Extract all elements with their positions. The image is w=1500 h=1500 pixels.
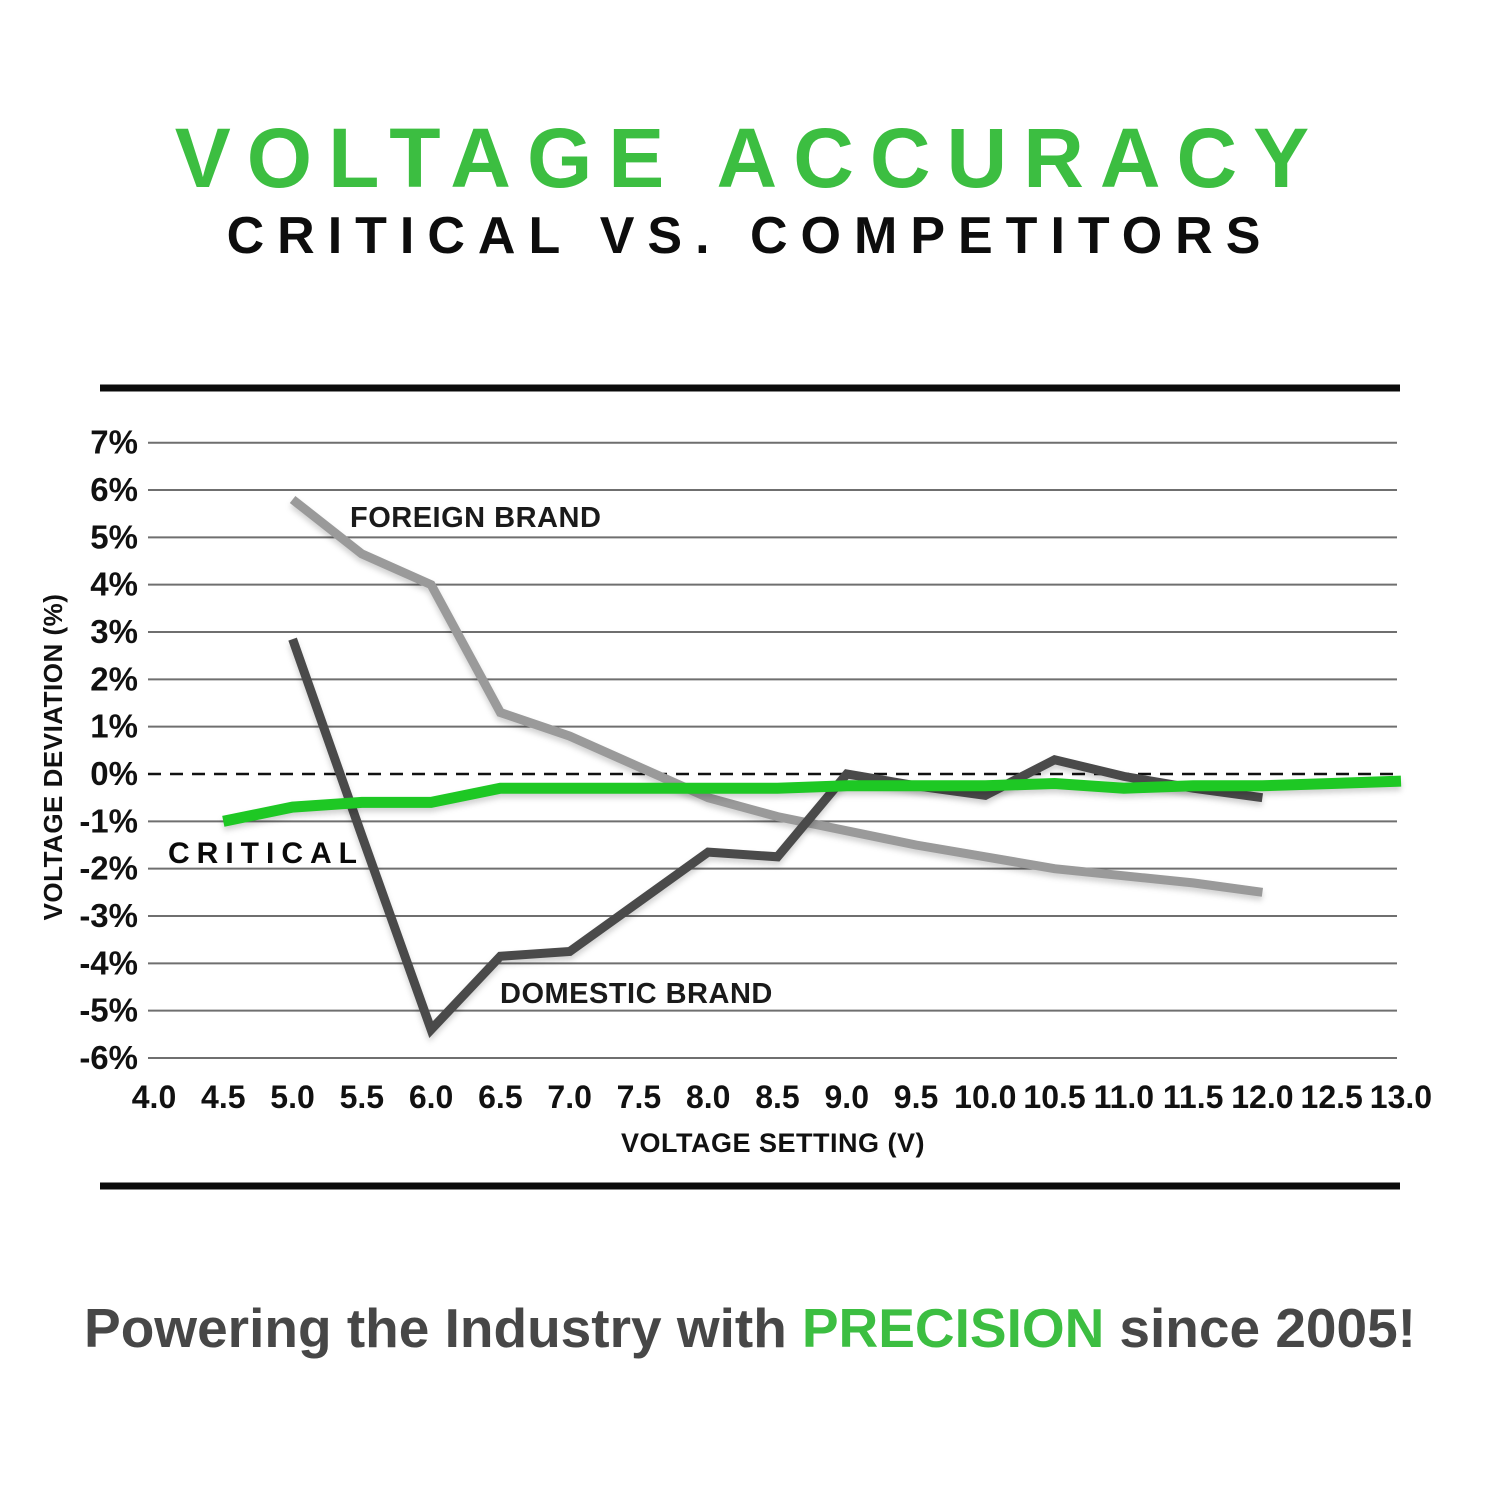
x-tick-label: 11.5 — [1163, 1079, 1224, 1115]
x-tick-label: 9.5 — [894, 1079, 938, 1115]
chart-header: VOLTAGE ACCURACY CRITICAL VS. COMPETITOR… — [0, 116, 1500, 262]
caption: Powering the Industry with PRECISION sin… — [0, 1296, 1500, 1360]
x-tick-label: 4.5 — [201, 1079, 245, 1115]
y-tick-label: 7% — [90, 424, 138, 461]
series-label-foreign-brand: FOREIGN BRAND — [350, 502, 601, 534]
series-line-critical — [222, 775, 1402, 827]
y-tick-label: -2% — [79, 850, 138, 887]
y-tick-label: -3% — [79, 897, 138, 934]
x-tick-label: 10.5 — [1023, 1079, 1085, 1115]
y-tick-label: 0% — [90, 755, 138, 792]
x-tick-label: 8.5 — [755, 1079, 799, 1115]
page-title: VOLTAGE ACCURACY — [174, 111, 1326, 205]
x-tick-label: 5.0 — [270, 1079, 314, 1115]
y-tick-label: 5% — [90, 518, 138, 555]
caption-prefix: Powering the Industry with — [84, 1297, 787, 1359]
x-tick-label: 8.0 — [686, 1079, 730, 1115]
x-tick-label: 9.0 — [825, 1079, 869, 1115]
page-subtitle: CRITICAL VS. COMPETITORS — [226, 207, 1274, 265]
y-tick-label: -5% — [79, 992, 138, 1029]
y-tick-label: 3% — [90, 613, 138, 650]
x-tick-label: 7.0 — [547, 1079, 591, 1115]
series-label-critical: CRITICAL — [168, 837, 364, 870]
caption-suffix: since 2005! — [1119, 1297, 1416, 1359]
x-tick-label: 12.0 — [1231, 1079, 1293, 1115]
y-tick-label: -6% — [79, 1039, 138, 1076]
x-tick-label: 7.5 — [617, 1079, 661, 1115]
y-axis-title: VOLTAGE DEVIATION (%) — [38, 594, 68, 921]
series-line-foreign-brand — [289, 495, 1264, 897]
x-tick-label: 6.0 — [409, 1079, 453, 1115]
x-tick-label: 11.0 — [1094, 1079, 1155, 1115]
x-tick-label: 13.0 — [1370, 1079, 1432, 1115]
x-tick-label: 6.5 — [478, 1079, 522, 1115]
y-tick-label: -4% — [79, 944, 138, 981]
y-tick-label: 6% — [90, 471, 138, 508]
y-tick-label: 1% — [90, 708, 138, 745]
x-axis-title: VOLTAGE SETTING (V) — [621, 1128, 925, 1158]
x-tick-label: 5.5 — [340, 1079, 384, 1115]
y-tick-label: 2% — [90, 660, 138, 697]
y-tick-label: 4% — [90, 566, 138, 603]
x-tick-label: 4.0 — [132, 1079, 176, 1115]
x-tick-label: 12.5 — [1301, 1079, 1363, 1115]
voltage-deviation-chart: 7% 6% 5% 4% 3% 2% 1% 0% -1% -2% -3% -4% -5% -6%4.0 4.5… — [38, 384, 1432, 1190]
x-tick-label: 10.0 — [954, 1079, 1016, 1115]
series-label-domestic-brand: DOMESTIC BRAND — [500, 978, 773, 1010]
y-tick-label: -1% — [79, 802, 138, 839]
series-line-domestic-brand — [288, 637, 1264, 1039]
caption-highlight: PRECISION — [801, 1297, 1105, 1359]
